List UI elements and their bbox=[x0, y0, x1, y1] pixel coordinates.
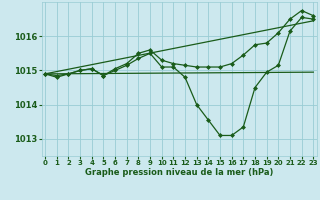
X-axis label: Graphe pression niveau de la mer (hPa): Graphe pression niveau de la mer (hPa) bbox=[85, 168, 273, 177]
